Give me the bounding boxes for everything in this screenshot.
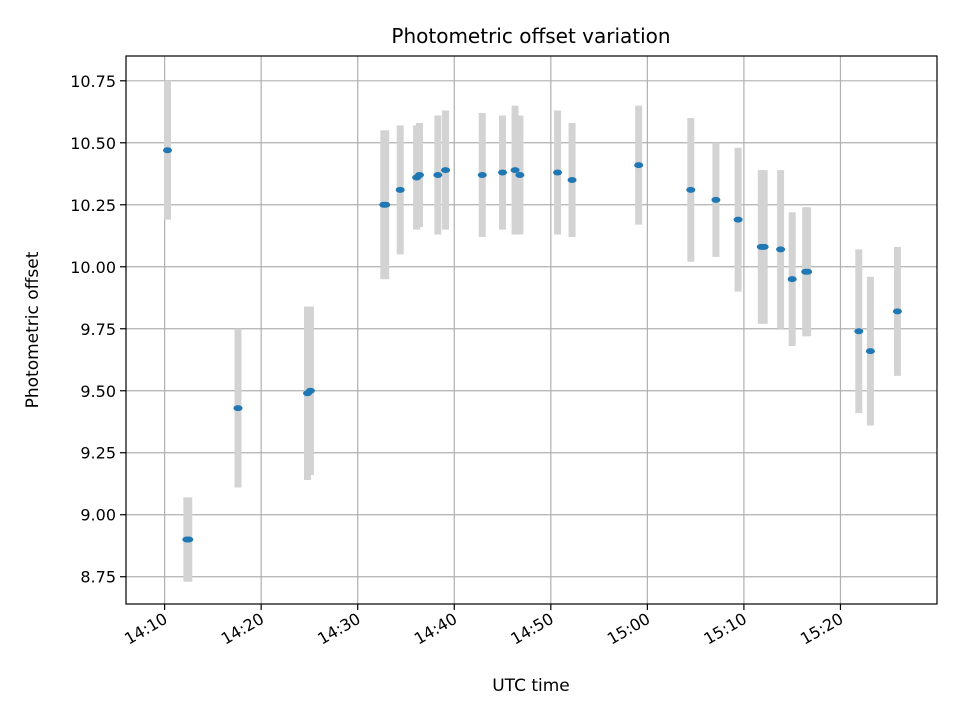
data-point	[441, 167, 451, 174]
y-tick-label: 9.75	[80, 320, 116, 339]
data-point	[865, 348, 875, 355]
y-tick-label: 8.75	[80, 568, 116, 587]
data-point	[515, 172, 525, 179]
y-tick-label: 9.50	[80, 382, 116, 401]
data-point	[163, 147, 173, 154]
data-point	[854, 328, 864, 335]
data-point	[686, 186, 696, 193]
data-point	[510, 167, 520, 174]
data-point	[892, 308, 902, 315]
data-point	[477, 172, 487, 179]
y-tick-label: 9.00	[80, 506, 116, 525]
data-point	[787, 276, 797, 283]
data-point	[381, 201, 391, 208]
x-axis-title: UTC time	[492, 676, 570, 696]
data-point	[498, 169, 508, 176]
data-point	[634, 162, 644, 169]
data-point	[776, 246, 786, 253]
data-point	[759, 243, 769, 250]
data-point	[305, 387, 315, 394]
data-point	[233, 405, 243, 412]
data-point	[553, 169, 563, 176]
data-point	[395, 186, 405, 193]
data-point	[184, 536, 194, 543]
data-point	[733, 216, 743, 223]
data-point	[711, 196, 721, 203]
data-point	[803, 268, 813, 275]
grid-lines	[126, 56, 937, 604]
data-point	[433, 172, 443, 179]
chart-title: Photometric offset variation	[391, 24, 670, 48]
plot-frame	[125, 55, 938, 605]
y-tick-label: 10.50	[70, 134, 116, 153]
y-axis-title: Photometric offset	[23, 251, 43, 408]
data-point	[567, 176, 577, 183]
y-tick-label: 10.75	[70, 72, 116, 91]
y-tick-label: 10.25	[70, 196, 116, 215]
y-tick-label: 10.00	[70, 258, 116, 277]
data-points	[163, 147, 902, 543]
y-axis-ticks: 8.75 9.00 9.25 9.50 9.75 10.00 10.25 10.50 10.75	[70, 72, 126, 587]
y-tick-label: 9.25	[80, 444, 116, 463]
data-point	[415, 172, 425, 179]
